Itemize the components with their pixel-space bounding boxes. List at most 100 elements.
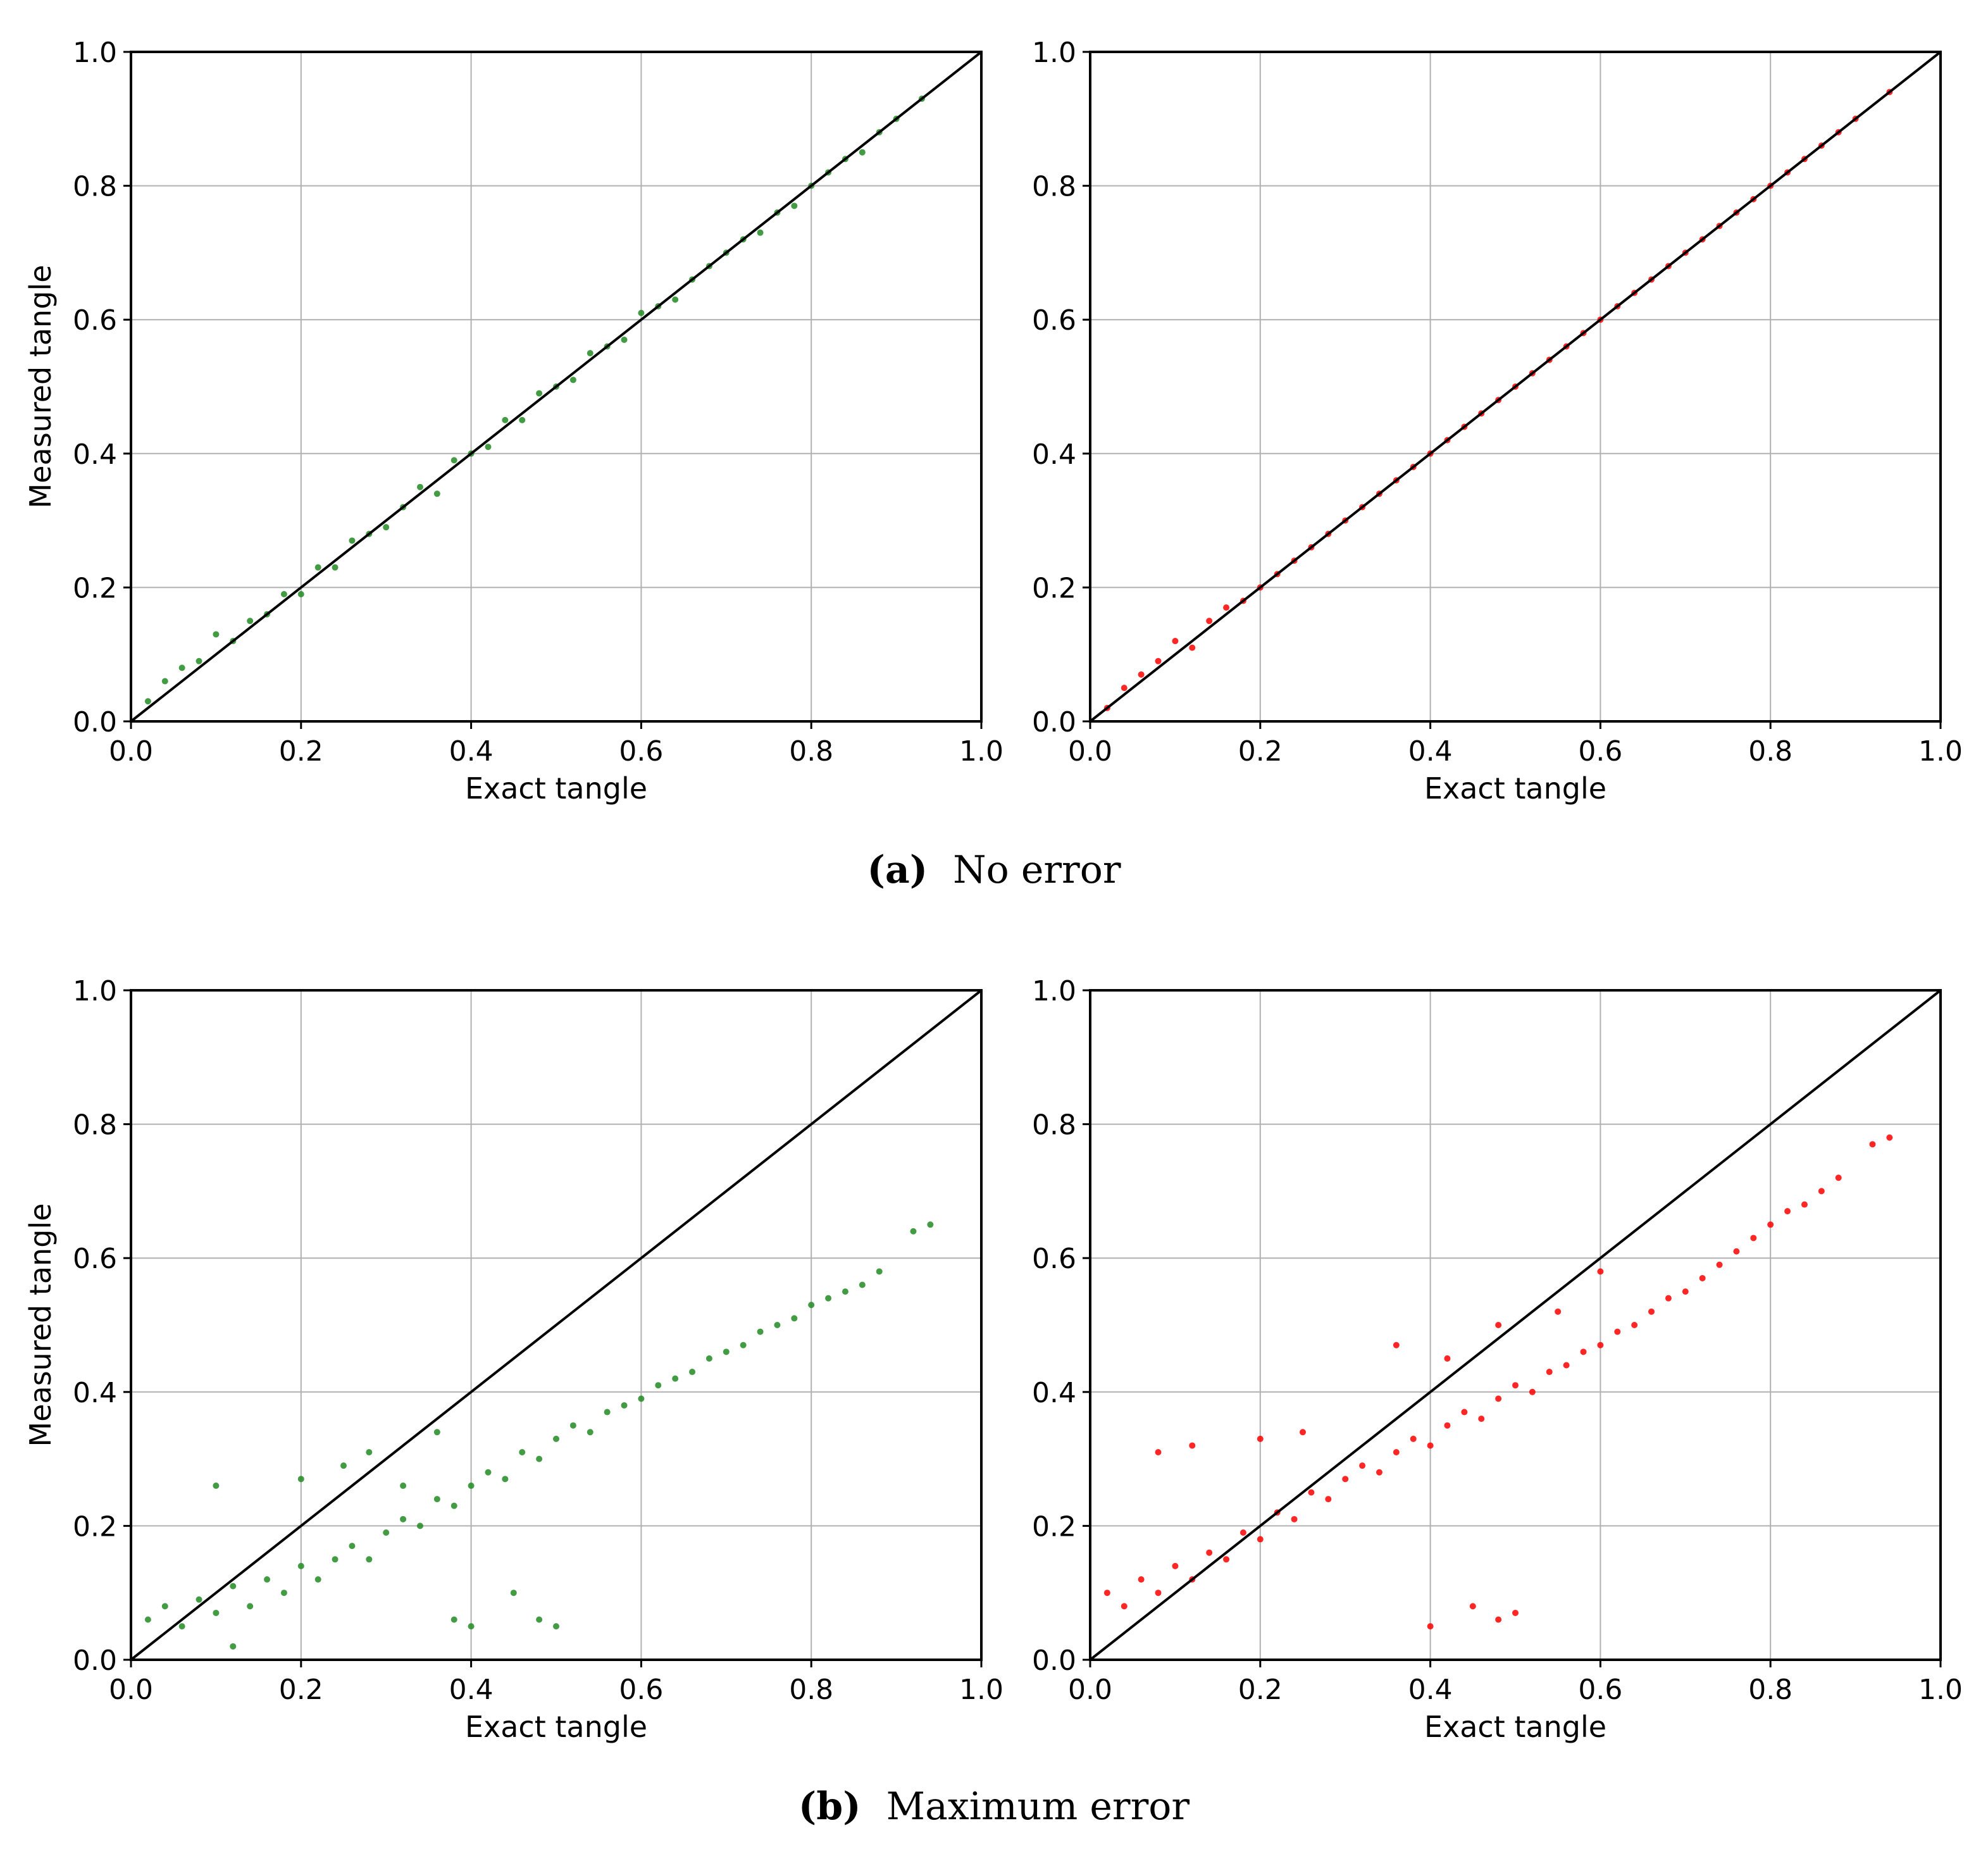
data-point: [433, 1429, 440, 1436]
data-point: [144, 698, 151, 705]
data-point: [1427, 1623, 1434, 1630]
data-point: [1427, 1442, 1434, 1449]
data-point: [1155, 657, 1162, 664]
data-point: [1869, 1141, 1876, 1148]
data-point: [314, 564, 321, 571]
data-point: [604, 1409, 611, 1416]
data-point: [791, 1315, 798, 1322]
data-point: [468, 1623, 475, 1630]
data-point: [297, 1562, 304, 1569]
caption-a-text: No error: [953, 848, 1121, 892]
data-point: [280, 1590, 287, 1596]
data-point: [859, 1281, 866, 1288]
data-point: [297, 1476, 304, 1483]
data-point: [553, 1435, 559, 1442]
data-point: [1300, 1429, 1306, 1436]
x-tick-label: 0.2: [1238, 735, 1283, 768]
x-tick-label: 0.0: [1068, 735, 1112, 768]
y-tick-label: 0.8: [1032, 1109, 1076, 1142]
identity-line: [130, 989, 983, 1661]
caption-b-text: Maximum error: [886, 1784, 1190, 1829]
x-tick-label: 0.4: [449, 1674, 494, 1706]
data-point: [1257, 1536, 1264, 1543]
data-point: [705, 1355, 712, 1362]
identity-line: [130, 51, 983, 723]
data-point: [1410, 1435, 1417, 1442]
data-point: [1121, 685, 1128, 692]
data-point: [553, 1623, 559, 1630]
caption-b-letter: (b): [798, 1784, 861, 1829]
chart-3: 0.0 0.2 0.4 0.6 0.8 1.0 0.0 0.2 0.4 0.6 0.8 1.0 Exac…: [23, 975, 1003, 1744]
data-point: [1495, 1395, 1502, 1402]
y-tick-label: 0.4: [1032, 1377, 1076, 1409]
x-tick-label: 1.0: [959, 1674, 1003, 1706]
data-point: [213, 1482, 220, 1489]
data-point: [314, 1576, 321, 1583]
data-point: [502, 1476, 509, 1483]
data-point: [247, 1603, 254, 1610]
y-tick-label: 0.6: [1032, 304, 1076, 337]
data-point: [1767, 1221, 1774, 1228]
y-tick-label: 0.0: [1032, 706, 1076, 738]
caption-a-letter: (a): [867, 848, 928, 892]
chart-1: 0.0 0.2 0.4 0.6 0.8 1.0 0.0 0.2 0.4 0.6 0.8 1.0 Exac…: [23, 37, 1003, 806]
y-axis-label: Measured tangle: [23, 1204, 58, 1447]
x-tick-label: 0.4: [1408, 1674, 1453, 1706]
y-tick-label: 0.4: [73, 439, 117, 471]
data-point: [280, 590, 287, 597]
data-point: [1699, 1274, 1706, 1281]
data-point: [536, 1455, 543, 1462]
y-tick-label: 0.8: [1032, 171, 1076, 203]
data-point: [536, 390, 543, 397]
x-tick-label: 0.0: [109, 735, 153, 768]
data-point: [1291, 1516, 1298, 1522]
x-tick-label: 0.0: [1068, 1674, 1112, 1706]
data-point: [1308, 1489, 1315, 1496]
data-point: [655, 1382, 662, 1389]
y-axis-label: Measured tangle: [23, 265, 58, 509]
data-point: [638, 309, 645, 316]
data-point: [876, 1268, 883, 1275]
data-point: [638, 1395, 645, 1402]
data-point: [1138, 671, 1145, 678]
data-point: [672, 296, 679, 303]
y-tick-label: 0.2: [1032, 572, 1076, 604]
data-point: [1223, 1556, 1230, 1563]
data-point: [400, 1516, 407, 1522]
x-tick-label: 0.4: [449, 735, 494, 768]
data-point: [621, 336, 628, 343]
data-point: [383, 1529, 390, 1536]
x-tick-label: 0.0: [109, 1674, 153, 1706]
data-point: [1631, 1322, 1638, 1328]
x-tick-label: 0.8: [789, 1674, 833, 1706]
data-point: [1189, 1442, 1196, 1449]
data-point: [621, 1402, 628, 1409]
data-point: [1801, 1201, 1808, 1208]
data-point: [1495, 1322, 1502, 1328]
data-point: [774, 1322, 781, 1328]
x-tick-label: 0.8: [1748, 735, 1792, 768]
data-point: [1189, 644, 1196, 651]
data-point: [1546, 1369, 1553, 1376]
data-point: [1750, 1235, 1757, 1242]
data-point: [1597, 1268, 1604, 1275]
y-tick-label: 0.2: [73, 572, 117, 604]
data-point: [1469, 1603, 1476, 1610]
data-point: [366, 1556, 373, 1563]
data-point: [1172, 638, 1179, 645]
data-point: [416, 483, 423, 490]
plot-frame: [130, 989, 983, 1661]
data-point: [196, 1596, 202, 1603]
chart-2: 0.0 0.2 0.4 0.6 0.8 1.0 0.0 0.2 0.4 0.6 0.8 1.0 Exac…: [1032, 37, 1963, 806]
data-point: [723, 1348, 730, 1355]
data-point: [1206, 618, 1213, 625]
data-point: [247, 618, 254, 625]
data-point: [1103, 1590, 1110, 1596]
data-point: [1257, 1435, 1264, 1442]
data-point: [569, 1422, 576, 1429]
data-point: [1155, 1449, 1162, 1456]
data-point: [1512, 1609, 1519, 1616]
y-tick-label: 0.6: [73, 304, 117, 337]
y-tick-label: 0.6: [73, 1243, 117, 1275]
data-point: [519, 1449, 526, 1456]
